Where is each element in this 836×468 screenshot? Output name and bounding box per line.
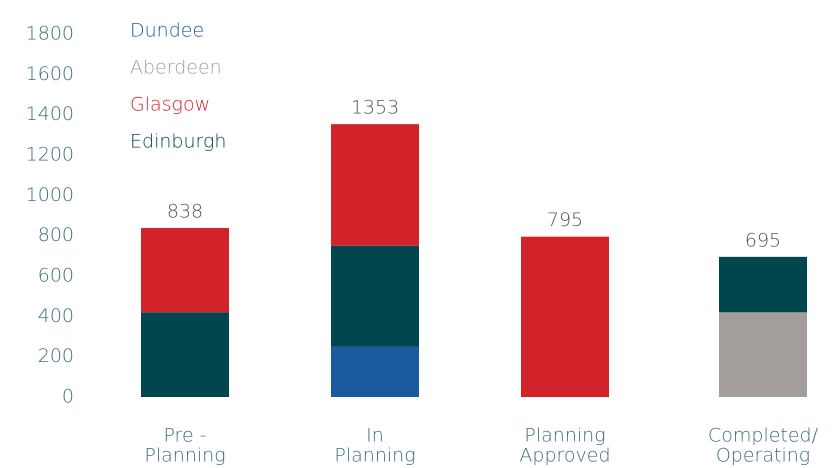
legend-entry: Edinburgh	[130, 131, 226, 153]
x-tick-label: Completed/	[708, 425, 819, 447]
y-tick-label: 800	[38, 224, 74, 246]
total-label: 838	[167, 201, 203, 223]
y-tick-label: 400	[38, 305, 74, 327]
y-tick-label: 1200	[26, 144, 74, 166]
legend-entry: Glasgow	[130, 94, 210, 116]
x-tick-label: Operating	[716, 445, 810, 467]
y-tick-label: 1600	[26, 63, 74, 85]
total-label: 695	[745, 229, 781, 251]
bar-segment	[331, 346, 419, 397]
y-tick-label: 0	[62, 386, 74, 408]
y-tick-label: 1000	[26, 184, 74, 206]
x-tick-label: Planning	[524, 425, 605, 447]
y-tick-label: 1400	[26, 103, 74, 125]
y-tick-label: 600	[38, 265, 74, 287]
legend-entry: Aberdeen	[130, 57, 222, 79]
bar-segment	[719, 256, 807, 313]
bar-segment	[521, 236, 609, 397]
bar-segment	[331, 245, 419, 347]
bar-segment	[331, 124, 419, 246]
x-tick-label: Pre -	[163, 425, 206, 447]
total-label: 1353	[351, 97, 399, 119]
x-tick-label: Approved	[519, 445, 610, 467]
total-label: 795	[547, 209, 583, 231]
legend-entry: Dundee	[130, 20, 204, 42]
x-tick-label: Planning	[334, 445, 415, 467]
y-tick-label: 200	[38, 345, 74, 367]
bar-segment	[719, 312, 807, 397]
bar-segment	[141, 312, 229, 397]
y-tick-label: 1800	[26, 23, 74, 45]
bar-segment	[141, 228, 229, 313]
x-tick-label: Planning	[144, 445, 225, 467]
x-tick-label: In	[366, 425, 384, 447]
